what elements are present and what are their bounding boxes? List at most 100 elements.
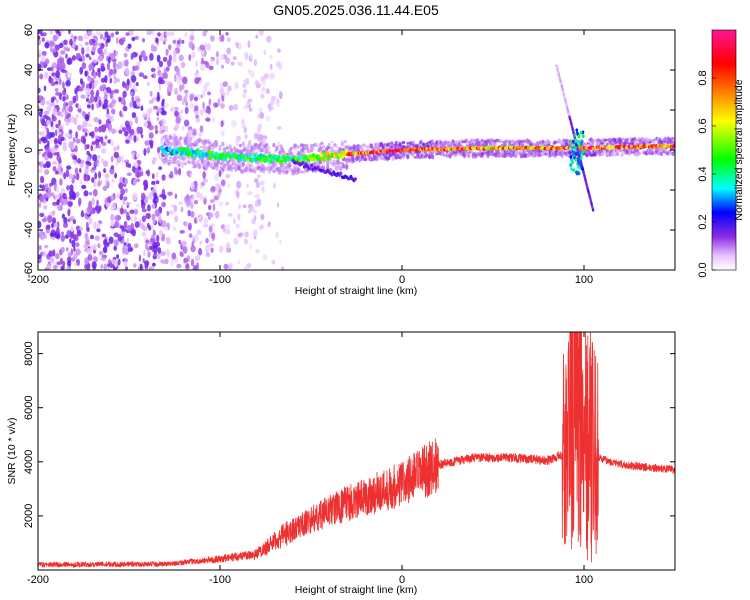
noise-blob	[51, 126, 55, 130]
trace-halo	[240, 169, 244, 174]
noise-blob	[83, 244, 89, 249]
noise-blob	[79, 226, 83, 231]
trace-halo	[288, 167, 292, 172]
noise-blob	[100, 257, 106, 261]
noise-blob	[95, 31, 102, 36]
noise-blob	[261, 86, 266, 93]
noise-blob	[54, 137, 58, 145]
noise-blob	[44, 41, 50, 49]
noise-blob	[111, 108, 116, 115]
noise-blob	[159, 229, 163, 237]
trace-halo	[160, 139, 164, 145]
noise-blob	[178, 167, 182, 176]
trace-halo	[499, 139, 503, 143]
noise-blob	[244, 51, 249, 59]
trace-halo	[470, 150, 474, 153]
noise-blob	[38, 202, 42, 208]
noise-blob	[73, 234, 79, 242]
noise-blob	[75, 225, 81, 231]
noise-blob	[173, 204, 178, 213]
trace-core	[238, 157, 243, 162]
noise-blob	[101, 233, 106, 238]
noise-blob	[103, 99, 109, 105]
trace-halo	[543, 150, 547, 154]
noise-blob	[255, 249, 260, 254]
noise-blob	[212, 203, 216, 212]
noise-blob	[88, 200, 92, 209]
trace-halo	[193, 161, 197, 164]
noise-blob	[83, 128, 88, 133]
trace-tail	[353, 177, 357, 181]
noise-blob	[117, 215, 122, 221]
noise-blob	[190, 30, 195, 35]
noise-blob	[65, 247, 69, 252]
noise-blob	[87, 206, 91, 214]
noise-blob	[126, 78, 130, 86]
noise-blob	[44, 169, 50, 175]
noise-blob	[134, 243, 139, 249]
noise-blob	[63, 87, 67, 92]
trace-halo	[342, 163, 346, 169]
trace-halo	[263, 166, 267, 171]
noise-blob	[79, 163, 84, 168]
x-tick-label: 100	[575, 574, 593, 586]
noise-blob	[136, 203, 139, 208]
noise-blob	[73, 35, 77, 42]
noise-blob	[250, 205, 254, 212]
noise-blob	[235, 223, 240, 229]
noise-blob	[158, 166, 163, 171]
noise-blob	[113, 146, 117, 152]
trace-halo	[391, 151, 395, 156]
noise-blob	[255, 34, 259, 39]
trace-halo	[668, 150, 672, 155]
noise-blob	[58, 119, 61, 126]
trace-halo	[623, 142, 627, 146]
noise-blob	[269, 54, 273, 59]
noise-blob	[210, 58, 214, 64]
noise-blob	[261, 186, 265, 192]
noise-blob	[236, 137, 241, 142]
noise-blob	[114, 220, 120, 225]
trace-halo	[302, 171, 306, 174]
noise-blob	[269, 63, 273, 70]
trace-halo	[313, 162, 317, 166]
noise-blob	[138, 254, 142, 262]
burst-blob	[577, 134, 581, 139]
noise-blob	[198, 132, 202, 137]
noise-blob	[104, 75, 108, 83]
noise-blob	[102, 102, 108, 109]
noise-blob	[38, 95, 43, 101]
noise-blob	[98, 125, 102, 133]
noise-blob	[92, 189, 98, 197]
noise-blob	[66, 265, 72, 270]
trace-halo	[206, 162, 210, 166]
noise-blob	[165, 48, 169, 56]
noise-blob	[71, 55, 76, 61]
trace-halo	[316, 144, 320, 148]
noise-blob	[55, 227, 60, 235]
trace-halo	[431, 151, 435, 155]
trace-halo	[519, 139, 524, 144]
trace-halo	[237, 166, 241, 171]
noise-blob	[50, 81, 56, 87]
trace-halo	[406, 141, 410, 145]
trace-halo	[311, 147, 315, 151]
noise-blob	[122, 90, 127, 98]
noise-blob	[133, 135, 137, 143]
trace-halo	[640, 136, 644, 142]
trace-halo	[334, 144, 339, 149]
noise-blob	[170, 31, 175, 37]
noise-blob	[67, 201, 73, 207]
noise-blob	[195, 118, 201, 123]
noise-blob	[157, 32, 161, 37]
noise-blob	[260, 76, 266, 81]
noise-blob	[154, 209, 160, 217]
noise-blob	[125, 84, 130, 91]
noise-blob	[65, 105, 69, 112]
noise-blob	[236, 180, 242, 189]
noise-blob	[238, 203, 241, 210]
noise-blob	[194, 255, 201, 262]
noise-blob	[38, 221, 42, 229]
noise-blob	[85, 160, 90, 165]
